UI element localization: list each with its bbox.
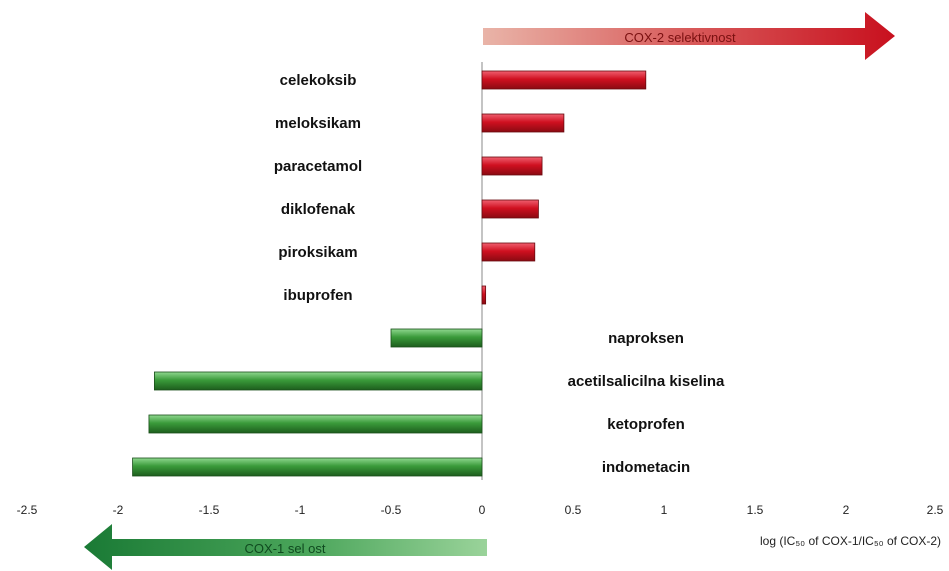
x-tick-labels: -2.5 -2 -1.5 -1 -0.5 0 0.5 1 1.5 2 2.5 — [17, 503, 944, 517]
category-label: diklofenak — [281, 201, 356, 218]
category-label: celekoksib — [280, 72, 357, 89]
cox1-arrow-shape — [84, 524, 487, 570]
x-tick-label: -1 — [295, 503, 306, 517]
category-label: meloksikam — [275, 115, 361, 132]
x-tick-label: 0.5 — [565, 503, 582, 517]
category-labels: celekoksib meloksikam paracetamol diklofena… — [274, 72, 725, 476]
bar-paracetamol — [481, 156, 543, 176]
x-tick-label: -2.5 — [17, 503, 38, 517]
category-label: piroksikam — [278, 244, 357, 261]
category-label: paracetamol — [274, 158, 362, 175]
x-tick-label: -1.5 — [199, 503, 220, 517]
x-tick-label: -2 — [113, 503, 124, 517]
bar-diklofenak — [481, 199, 539, 219]
category-label: acetilsalicilna kiselina — [568, 373, 725, 390]
x-tick-label: -0.5 — [381, 503, 402, 517]
cox2-arrow-label: COX-2 selektivnost — [624, 30, 736, 45]
x-tick-label: 1 — [661, 503, 668, 517]
cox1-arrow-label: COX-1 sel ost — [245, 541, 326, 556]
bars — [132, 70, 647, 477]
cox2-arrow: COX-2 selektivnost — [483, 12, 895, 60]
bar-ketoprofen — [148, 414, 483, 434]
cox1-arrow: COX-1 sel ost — [84, 524, 487, 570]
x-axis-title: log (IC₅₀ of COX-1/IC₅₀ of COX-2) — [760, 534, 941, 548]
bar-indometacin — [132, 457, 483, 477]
category-label: naproksen — [608, 330, 684, 347]
bar-piroksikam — [481, 242, 536, 262]
x-tick-label: 0 — [479, 503, 486, 517]
category-label: ketoprofen — [607, 416, 685, 433]
bar-acetilsalicilna-kiselina — [153, 371, 483, 391]
cox2-arrow-shape — [483, 12, 895, 60]
bar-meloksikam — [481, 113, 565, 133]
category-label: ibuprofen — [283, 287, 352, 304]
bar-celekoksib — [481, 70, 647, 90]
x-tick-label: 2.5 — [927, 503, 944, 517]
x-tick-label: 1.5 — [747, 503, 764, 517]
bar-naproksen — [390, 328, 483, 348]
category-label: indometacin — [602, 459, 690, 476]
bar-ibuprofen — [481, 285, 487, 305]
x-tick-label: 2 — [843, 503, 850, 517]
